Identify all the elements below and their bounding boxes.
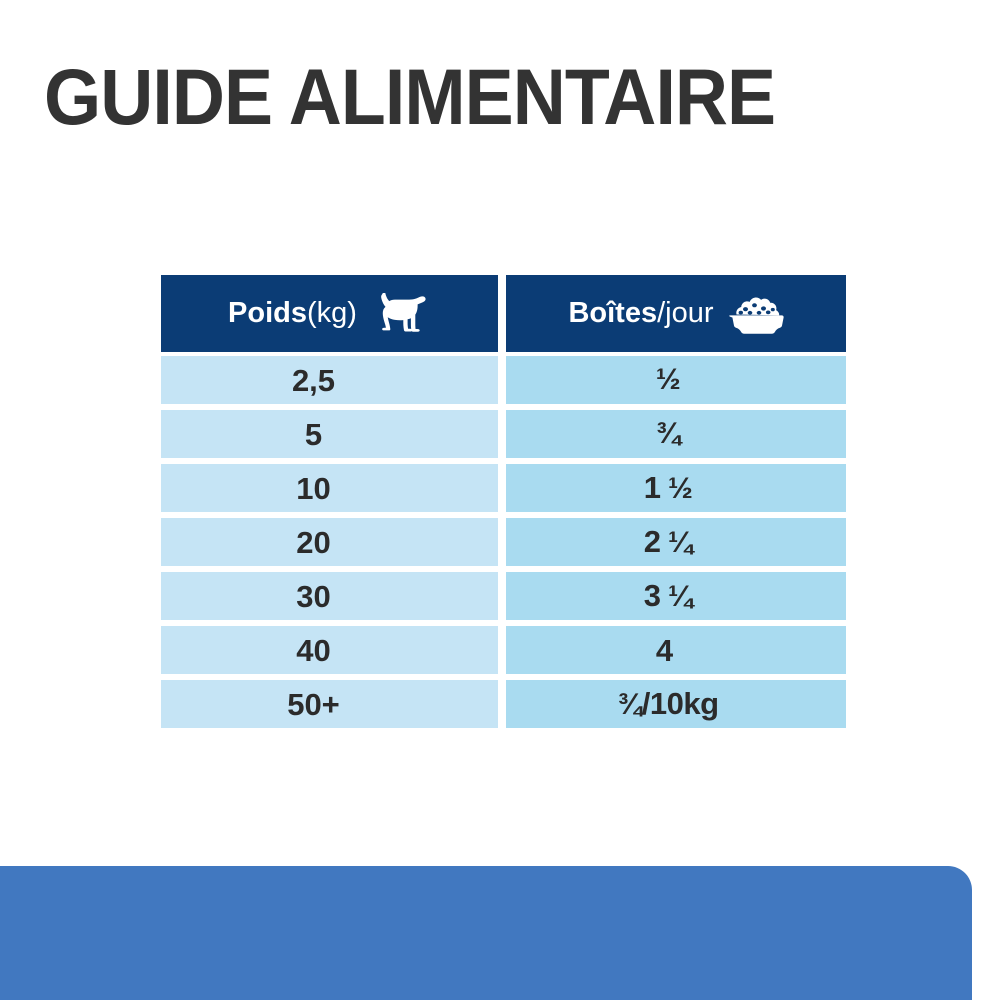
table-body: 2,5 ½ 5 ¾ 10 1 ½ 20 2 ¼ 30 3 ¼ 40 4 50+ ¾/10kg — [161, 356, 846, 728]
cans-fraction: ½ — [667, 472, 693, 506]
cell-cans: 4 — [506, 626, 846, 674]
table-row: 20 2 ¼ — [161, 518, 846, 566]
cans-value: ½ — [655, 363, 681, 397]
table-row: 50+ ¾/10kg — [161, 680, 846, 728]
cell-cans: ½ — [506, 356, 846, 404]
weight-value: 40 — [296, 632, 331, 668]
cans-tail: /10kg — [641, 686, 719, 722]
table-row: 30 3 ¼ — [161, 572, 846, 620]
page-title: GUIDE ALIMENTAIRE — [44, 52, 776, 141]
table-row: 40 4 — [161, 626, 846, 674]
cans-fraction: ½ — [655, 363, 681, 397]
weight-value: 30 — [296, 578, 331, 614]
table-header-cans: Boîtes/jour — [506, 275, 846, 352]
cans-fraction: ¾ — [655, 417, 681, 451]
cans-whole: 3 — [643, 578, 661, 614]
bottom-banner — [0, 866, 972, 1000]
cell-weight: 2,5 — [161, 356, 498, 404]
cans-whole: 4 — [655, 632, 674, 668]
header-cans-label: Boîtes — [568, 297, 658, 329]
table-header-weight: Poids(kg) — [161, 275, 498, 352]
cans-value: ¾ — [655, 417, 681, 451]
cell-cans: ¾ — [506, 410, 846, 458]
cans-fraction: ¾ — [617, 688, 642, 722]
weight-value: 20 — [296, 524, 331, 560]
header-weight-label: Poids — [228, 297, 307, 329]
cell-cans: ¾/10kg — [506, 680, 846, 728]
cans-fraction: ¼ — [667, 580, 693, 614]
cell-weight: 30 — [161, 572, 498, 620]
cans-value: ¾/10kg — [617, 686, 719, 722]
cell-weight: 5 — [161, 410, 498, 458]
food-bowl-icon — [728, 292, 784, 336]
cell-weight: 20 — [161, 518, 498, 566]
weight-value: 5 — [304, 416, 323, 452]
table-header-row: Poids(kg) Boîtes/jour — [161, 275, 846, 352]
table-row: 2,5 ½ — [161, 356, 846, 404]
cans-whole: 1 — [643, 470, 661, 506]
cell-weight: 10 — [161, 464, 498, 512]
cans-whole: 2 — [643, 524, 661, 560]
cell-weight: 50+ — [161, 680, 498, 728]
table-row: 10 1 ½ — [161, 464, 846, 512]
dog-icon — [371, 292, 431, 335]
weight-value: 50+ — [287, 686, 340, 722]
weight-value: 2,5 — [291, 362, 336, 398]
feeding-guide-table: Poids(kg) Boîtes/jour — [161, 275, 846, 734]
weight-value: 10 — [296, 470, 331, 506]
header-cans-unit: /jour — [657, 297, 714, 329]
cans-fraction: ¼ — [667, 526, 693, 560]
cell-weight: 40 — [161, 626, 498, 674]
cans-value: 4 — [656, 635, 680, 666]
header-weight-unit: (kg) — [307, 297, 357, 329]
